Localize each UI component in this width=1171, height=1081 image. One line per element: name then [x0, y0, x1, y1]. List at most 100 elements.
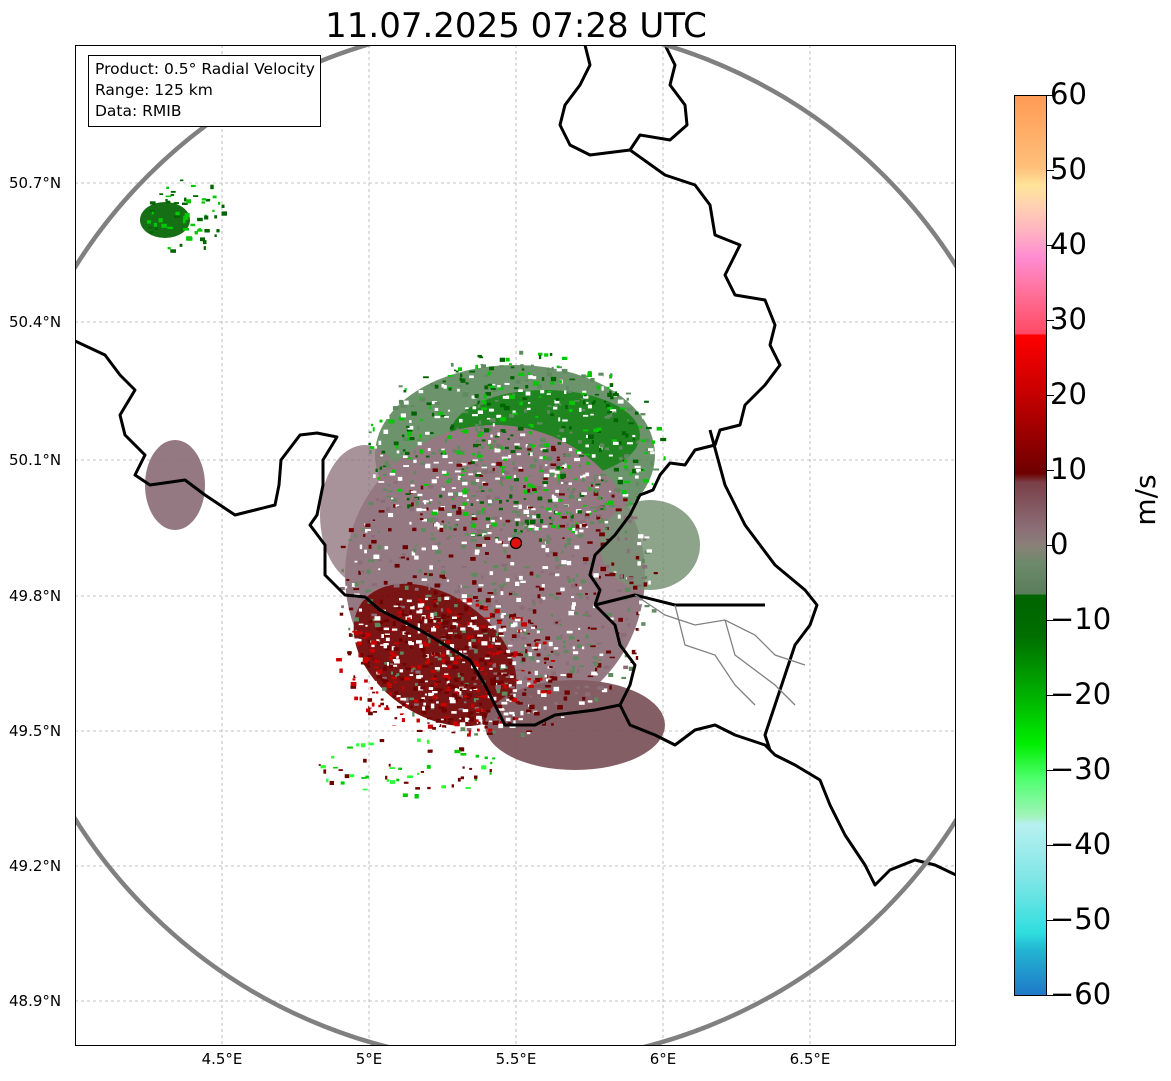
- echo-pixel: [508, 644, 513, 647]
- echo-pixel: [441, 614, 446, 618]
- echo-pixel: [540, 519, 544, 524]
- echo-pixel: [509, 494, 513, 499]
- echo-pixel: [500, 591, 504, 596]
- echo-pixel: [404, 677, 411, 681]
- echo-pixel: [441, 384, 445, 388]
- echo-pixel: [544, 469, 548, 472]
- echo-pixel: [417, 738, 421, 742]
- echo-pixel: [416, 508, 422, 512]
- echo-pixel: [442, 658, 445, 663]
- echo-pixel: [580, 596, 583, 599]
- echo-pixel: [434, 667, 440, 670]
- echo-pixel: [636, 584, 642, 587]
- echo-pixel: [475, 473, 482, 477]
- echo-pixel: [392, 695, 397, 699]
- echo-pixel: [439, 527, 444, 532]
- echo-pixel: [435, 680, 441, 683]
- echo-pixel: [410, 605, 415, 610]
- echo-pixel: [409, 521, 412, 525]
- echo-pixel: [598, 575, 601, 579]
- radar-site-marker[interactable]: [509, 536, 523, 550]
- echo-pixel: [585, 692, 591, 697]
- echo-pixel: [465, 382, 469, 385]
- echo-pixel: [540, 390, 545, 394]
- echo-pixel: [458, 624, 462, 626]
- echo-pixel: [323, 769, 327, 774]
- echo-pixel: [417, 665, 422, 670]
- echo-pixel: [401, 434, 405, 438]
- echo-pixel: [447, 374, 453, 377]
- echo-pixel: [592, 656, 595, 658]
- echo-pixel: [538, 396, 542, 398]
- echo-pixel: [372, 445, 377, 449]
- echo-pixel: [465, 787, 471, 789]
- echo-pixel: [476, 544, 482, 547]
- echo-pixel: [538, 355, 542, 360]
- echo-pixel: [426, 739, 430, 744]
- echo-pixel: [623, 465, 628, 469]
- echo-pixel: [548, 641, 553, 647]
- echo-pixel: [582, 474, 587, 477]
- echo-pixel: [554, 573, 560, 577]
- echo-pixel: [474, 706, 480, 710]
- echo-pixel: [537, 644, 541, 649]
- echo-pixel: [583, 561, 588, 565]
- echo-pixel: [425, 660, 430, 665]
- echo-pixel: [427, 786, 431, 790]
- echo-pixel: [584, 685, 589, 689]
- echo-pixel: [446, 579, 450, 582]
- echo-pixel: [368, 501, 374, 506]
- echo-pixel: [477, 451, 481, 455]
- echo-pixel: [553, 406, 558, 410]
- echo-pixel: [481, 466, 487, 469]
- echo-pixel: [616, 441, 622, 445]
- echo-pixel: [554, 399, 560, 404]
- echo-pixel: [448, 653, 453, 657]
- echo-pixel: [380, 676, 387, 679]
- echo-pixel: [402, 553, 406, 558]
- echo-pixel: [186, 199, 191, 204]
- echo-pixel: [509, 363, 512, 366]
- echo-pixel: [482, 543, 486, 547]
- echo-pixel: [464, 466, 469, 470]
- echo-pixel: [459, 717, 463, 720]
- echo-pixel: [406, 557, 410, 561]
- echo-pixel: [511, 638, 514, 642]
- echo-pixel: [377, 530, 380, 533]
- echo-pixel: [340, 781, 345, 785]
- echo-pixel: [606, 612, 613, 616]
- echo-pixel: [527, 372, 531, 375]
- echo-pixel: [531, 626, 536, 629]
- echo-pixel: [515, 630, 520, 633]
- echo-pixel: [498, 723, 503, 729]
- echo-pixel: [449, 684, 456, 689]
- echo-pixel: [462, 766, 465, 769]
- echo-pixel: [348, 627, 351, 631]
- echo-pixel: [441, 621, 448, 625]
- echo-pixel: [435, 652, 440, 656]
- echo-pixel: [376, 675, 383, 679]
- echo-pixel: [539, 587, 545, 591]
- echo-pixel: [441, 577, 447, 579]
- echo-pixel: [566, 538, 572, 543]
- echo-pixel: [599, 443, 605, 448]
- echo-pixel: [456, 463, 463, 467]
- echo-pixel: [420, 418, 423, 421]
- echo-pixel: [368, 559, 372, 562]
- echo-pixel: [583, 394, 587, 397]
- echo-pixel: [524, 644, 529, 647]
- echo-pixel: [461, 716, 464, 720]
- echo-pixel: [486, 417, 491, 420]
- echo-pixel: [403, 781, 409, 784]
- echo-pixel: [582, 557, 589, 562]
- map-plot-area[interactable]: [75, 45, 956, 1046]
- echo-pixel: [371, 539, 377, 544]
- echo-pixel: [459, 717, 462, 722]
- echo-pixel: [354, 631, 358, 636]
- echo-pixel: [570, 514, 574, 519]
- echo-pixel: [470, 534, 475, 537]
- echo-pixel: [581, 477, 585, 482]
- echo-pixel: [489, 769, 492, 773]
- echo-pixel: [437, 657, 442, 661]
- colorbar-tick-mark: [1047, 695, 1054, 696]
